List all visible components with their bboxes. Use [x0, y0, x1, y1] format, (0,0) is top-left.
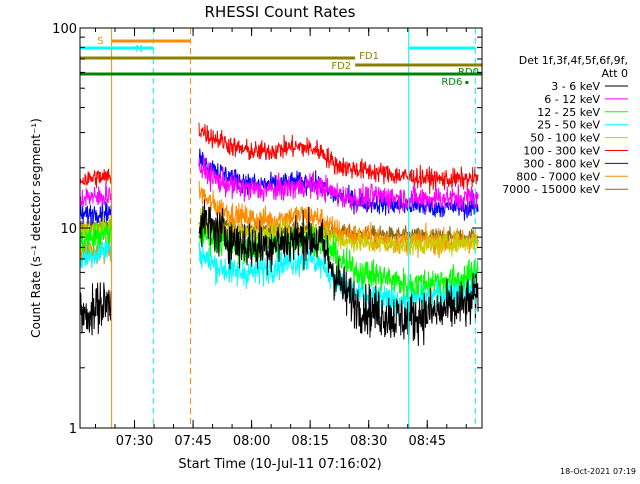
y-axis-label: Count Rate (s⁻¹ detector segment⁻¹)	[29, 118, 43, 338]
legend-label-1: 6 - 12 keV	[544, 93, 600, 106]
legend-subtitle: Att 0	[602, 67, 628, 80]
flag-label-fd2: FD2	[331, 61, 351, 72]
series-3-6-kev-trace-0	[79, 282, 112, 336]
y-tick-label-10: 10	[60, 222, 77, 237]
flag-label-rd0: RD0	[458, 67, 479, 78]
y-tick-label-1: 1	[69, 422, 77, 437]
x-tick-label-07:45: 07:45	[174, 434, 211, 449]
legend-label-4: 50 - 100 keV	[530, 132, 600, 145]
x-tick-label-08:00: 08:00	[233, 434, 270, 449]
y-tick-label-100: 100	[52, 22, 77, 37]
legend-title: Det 1f,3f,4f,5f,6f,9f,	[519, 54, 628, 67]
series-6-12-kev-trace-1	[198, 155, 479, 214]
x-tick-label-07:30: 07:30	[116, 434, 153, 449]
chart-title: RHESSI Count Rates	[205, 3, 356, 21]
legend-label-6: 300 - 800 keV	[523, 157, 600, 170]
flag-label-rd6: RD6	[441, 77, 462, 88]
flag-label-fd1: FD1	[359, 51, 379, 62]
flag-label-s: S	[97, 36, 103, 47]
legend-label-3: 25 - 50 keV	[537, 119, 600, 132]
legend-label-7: 800 - 7000 keV	[516, 170, 600, 183]
x-tick-label-08:30: 08:30	[350, 434, 387, 449]
axes: 1 10 100 07:30 07:45 08:00 08:15 08:30 08:45	[52, 22, 482, 449]
series-100-300-kev-trace-1	[198, 122, 479, 195]
series-6-12-kev-trace-0	[79, 182, 112, 208]
flag-marker-rd6	[465, 81, 469, 84]
legend-label-0: 3 - 6 keV	[551, 80, 600, 93]
legend-label-5: 100 - 300 keV	[523, 145, 600, 158]
series-300-800-kev-trace-0	[79, 201, 112, 225]
legend: Det 1f,3f,4f,5f,6f,9f, Att 0 3 - 6 keV6 …	[502, 54, 628, 196]
x-axis-label: Start Time (10-Jul-11 07:16:02)	[178, 457, 381, 472]
series-25-50-kev-trace-0	[79, 238, 112, 268]
series-100-300-kev-trace-0	[79, 168, 112, 189]
x-tick-label-08:45: 08:45	[409, 434, 446, 449]
legend-label-8: 7000 - 15000 keV	[502, 183, 600, 196]
flag-label-n: N	[135, 44, 142, 55]
x-tick-label-08:15: 08:15	[291, 434, 328, 449]
series-3-6-kev-trace-1	[198, 199, 479, 347]
series-50-100-kev-trace-1	[198, 208, 479, 257]
series-12-25-kev-trace-0	[79, 220, 112, 254]
footer-timestamp: 18-Oct-2021 07:19	[560, 467, 636, 476]
legend-label-2: 12 - 25 keV	[537, 106, 600, 119]
